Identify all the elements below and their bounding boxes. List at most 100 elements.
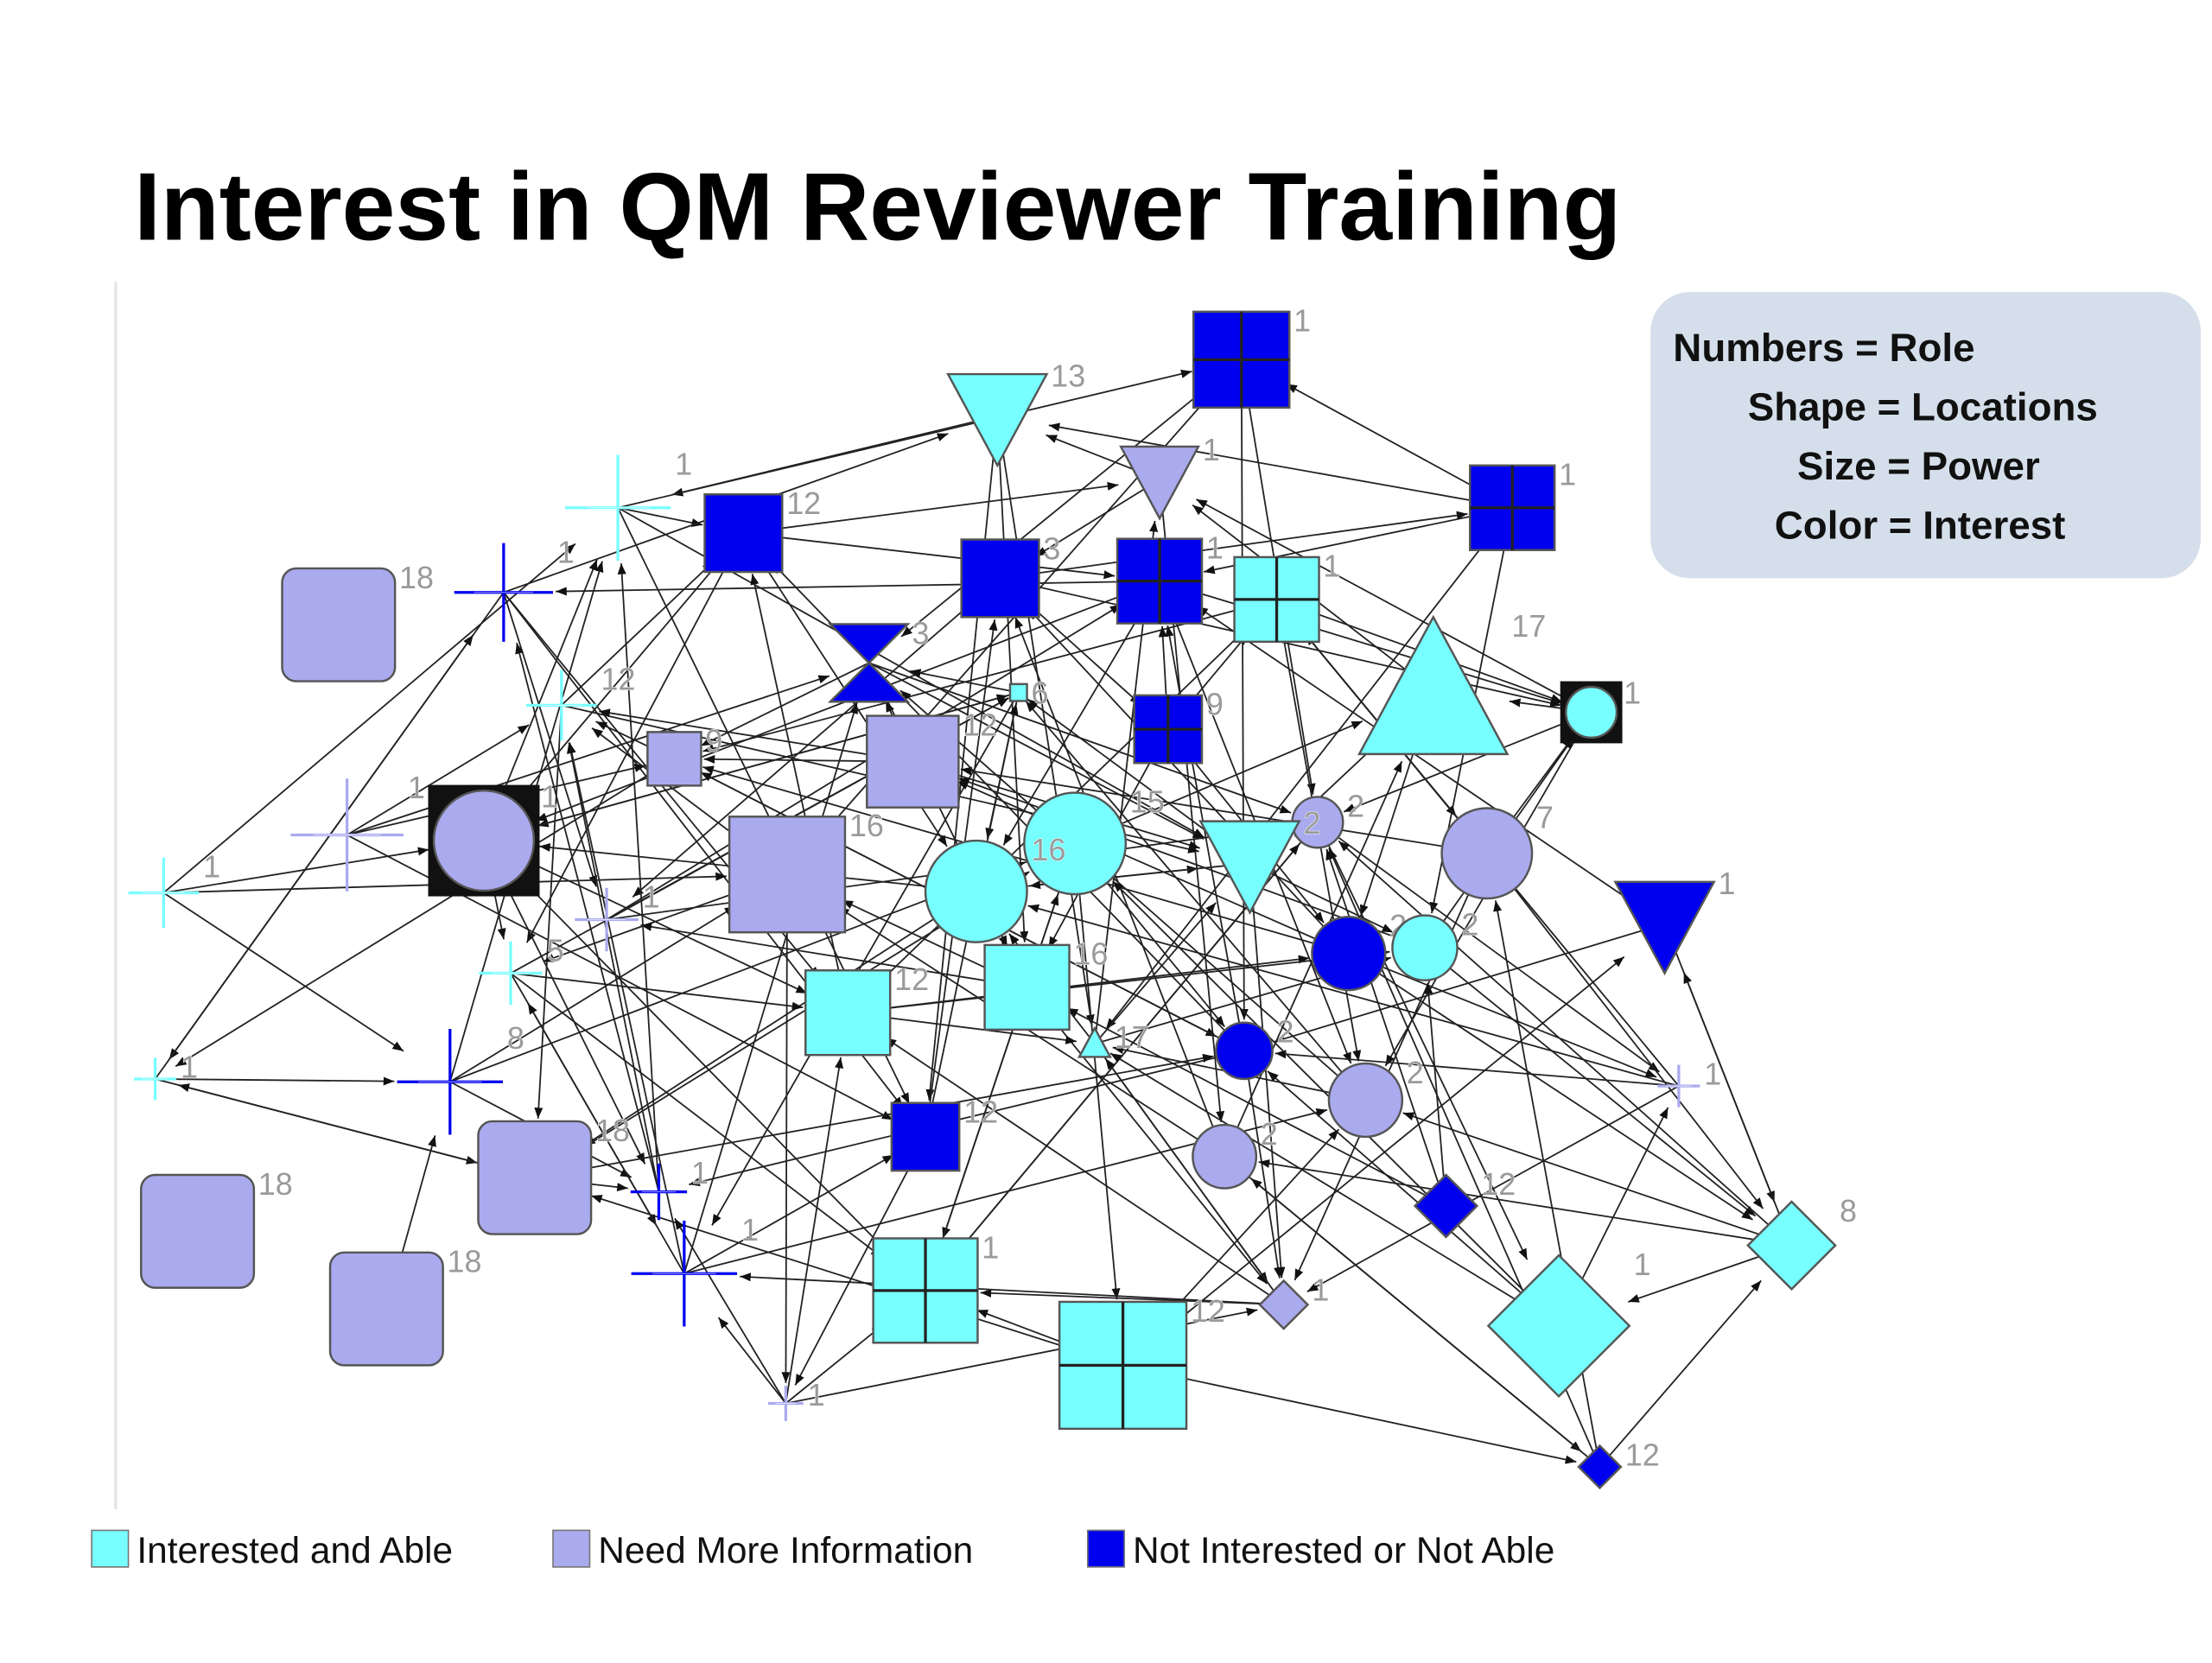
edge bbox=[743, 532, 1116, 580]
edge bbox=[640, 922, 1027, 988]
node: 12 bbox=[1577, 1437, 1660, 1490]
node-shape bbox=[1440, 807, 1534, 900]
node-label: 8 bbox=[1840, 1193, 1857, 1228]
edge bbox=[1317, 822, 1660, 1073]
edge bbox=[1066, 1007, 1446, 1207]
node: 1 bbox=[1192, 302, 1312, 409]
edge bbox=[702, 765, 1350, 955]
edge bbox=[1239, 359, 1249, 1020]
edge bbox=[702, 599, 1277, 753]
edge bbox=[711, 692, 1020, 1226]
node: 12 bbox=[703, 486, 822, 574]
edge bbox=[1002, 581, 1160, 846]
node-shape bbox=[646, 731, 702, 787]
node-shape bbox=[1023, 791, 1128, 896]
edge bbox=[1325, 848, 1447, 1207]
info-line: Shape = Locations bbox=[1748, 385, 2098, 429]
edge bbox=[518, 532, 745, 799]
node-shape bbox=[477, 1120, 593, 1235]
edge bbox=[178, 1083, 536, 1179]
node-label: 2 bbox=[1261, 1116, 1278, 1152]
edge bbox=[1027, 904, 1680, 1088]
node: 1 bbox=[872, 1229, 1000, 1344]
node: 18 bbox=[281, 559, 434, 682]
node: 13 bbox=[946, 358, 1086, 468]
edge bbox=[740, 1273, 1284, 1306]
edge bbox=[848, 949, 1390, 1014]
edge bbox=[1000, 511, 1468, 580]
node-shape bbox=[1192, 1123, 1258, 1190]
edge bbox=[996, 416, 1095, 1026]
node-label: 13 bbox=[1051, 358, 1085, 393]
edge bbox=[632, 577, 1001, 898]
node-shape bbox=[1413, 1173, 1479, 1239]
node-shape bbox=[1077, 1025, 1112, 1058]
edge bbox=[1094, 902, 1217, 1044]
node-shape bbox=[1198, 820, 1301, 915]
node-shape bbox=[804, 969, 892, 1057]
node-label: 9 bbox=[705, 723, 722, 759]
node: 2 bbox=[1215, 1013, 1294, 1081]
node-label: 1 bbox=[982, 1229, 999, 1265]
edge bbox=[1104, 1057, 1285, 1305]
edge bbox=[1048, 422, 1513, 509]
node-shape bbox=[1215, 1021, 1274, 1081]
node-shape bbox=[328, 1251, 444, 1367]
node-shape bbox=[866, 714, 960, 809]
node-label: 1 bbox=[1719, 866, 1736, 901]
edge bbox=[346, 724, 530, 836]
edge bbox=[960, 766, 1487, 854]
edge bbox=[996, 416, 1029, 943]
node: 16 bbox=[728, 808, 884, 934]
edge bbox=[1338, 840, 1793, 1247]
info-box-background bbox=[1650, 291, 2201, 579]
node-label: 12 bbox=[786, 486, 821, 521]
node: 12 bbox=[866, 707, 998, 809]
edge bbox=[925, 416, 999, 1101]
node: 1 bbox=[564, 446, 693, 561]
edge bbox=[617, 506, 703, 528]
node-shape bbox=[1577, 1444, 1623, 1490]
node-shape bbox=[946, 372, 1049, 468]
legend-swatch bbox=[91, 1529, 130, 1568]
legend-label: Need More Information bbox=[598, 1530, 973, 1571]
edge bbox=[899, 689, 1367, 1101]
node-label: 2 bbox=[1304, 805, 1321, 841]
node-label: 1 bbox=[1323, 549, 1340, 584]
edge bbox=[1159, 580, 1562, 705]
legend: Interested and Able Need More Information… bbox=[91, 1529, 1554, 1571]
edge bbox=[1027, 608, 1350, 955]
edge bbox=[617, 369, 1192, 509]
node: 12 bbox=[1413, 1165, 1516, 1239]
node-label: 1 bbox=[691, 1155, 709, 1190]
node: 1 bbox=[1119, 432, 1220, 521]
node: 9 bbox=[1133, 686, 1224, 765]
edge bbox=[566, 742, 660, 1192]
edge bbox=[556, 580, 1160, 596]
node-label: 18 bbox=[399, 560, 434, 595]
edge bbox=[1274, 923, 1665, 1044]
edge bbox=[1317, 822, 1529, 1260]
node: 3 bbox=[960, 530, 1061, 619]
node: 1 bbox=[1613, 866, 1736, 976]
edge bbox=[1258, 1158, 1792, 1247]
node-label: 1 bbox=[1312, 1272, 1329, 1307]
info-box: Numbers = Role Shape = Locations Size = … bbox=[1650, 291, 2201, 579]
edge bbox=[1486, 853, 1764, 1209]
node: 12 bbox=[525, 661, 636, 741]
edge bbox=[1074, 720, 1363, 845]
edge bbox=[1025, 700, 1367, 1101]
edge bbox=[163, 847, 429, 894]
edge bbox=[1196, 606, 1666, 925]
node: 15 bbox=[1023, 784, 1165, 896]
node: 18 bbox=[328, 1243, 482, 1367]
node: 12 bbox=[1058, 1292, 1225, 1431]
node-shape bbox=[1357, 614, 1510, 756]
node: 1 bbox=[428, 778, 559, 897]
node-label: 2 bbox=[1277, 1014, 1294, 1050]
node: 1 bbox=[630, 1154, 709, 1221]
edge bbox=[1035, 479, 1160, 557]
node-label: 16 bbox=[1031, 832, 1065, 867]
edge bbox=[534, 705, 563, 1119]
